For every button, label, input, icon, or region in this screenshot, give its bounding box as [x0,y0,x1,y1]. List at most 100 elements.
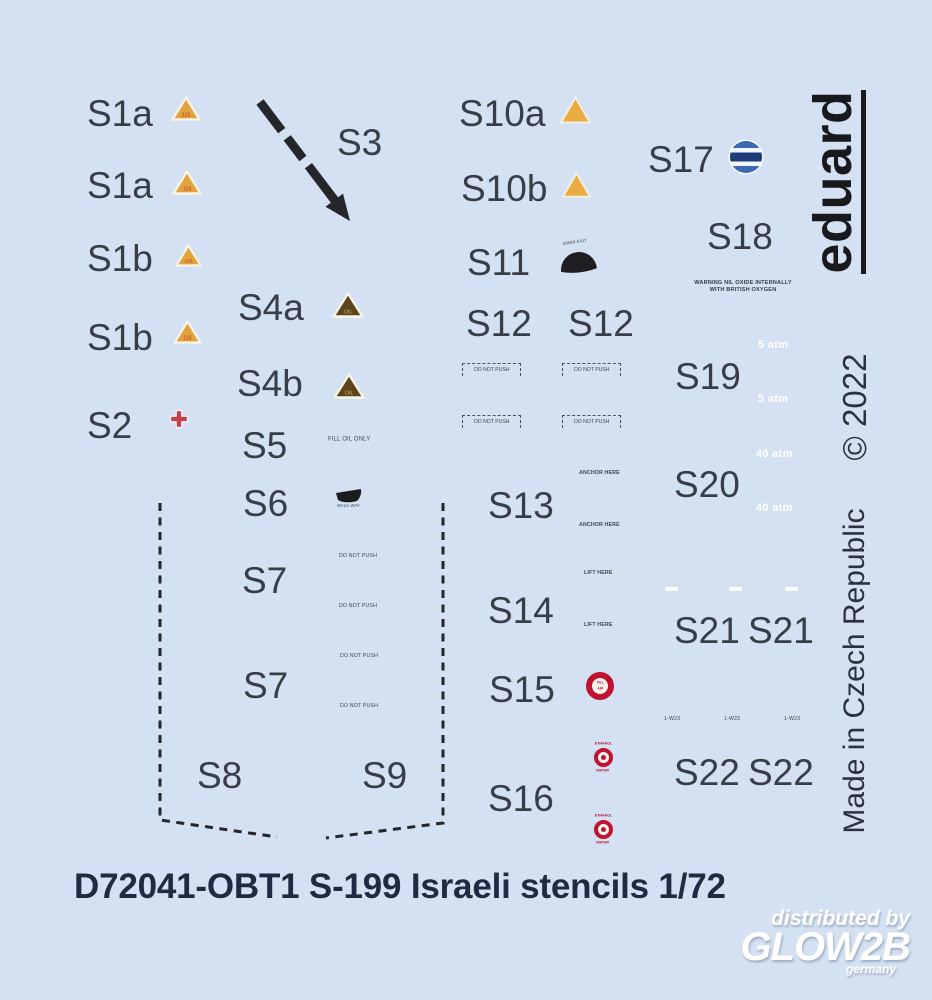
triangle-mark: 115 [183,187,192,193]
black-walkway-shape-icon [336,489,362,503]
stencil-push-box: DO NOT PUSH [562,415,621,428]
label-s17: S17 [648,139,714,180]
stencil-40atm-text: 40 atm [756,448,793,460]
stencil-anchor-here-text: ANCHOR HERE [579,470,620,476]
label-s6: S6 [243,483,289,524]
stencil-do-not-push-text: DO NOT PUSH [573,367,610,373]
target-dot [600,827,606,832]
stencil-push-box: DO NOT PUSH [562,363,621,376]
label-s18: S18 [707,216,773,257]
label-s1b-1: S1b [87,238,153,279]
stencil-lift-here-text: LIFT HERE [584,622,613,628]
label-s12-1: S12 [466,303,532,344]
stencil-40atm-text: 40 atm [756,502,793,514]
stencil-do-not-push-text: DO NOT PUSH [573,419,610,425]
label-s20: S20 [674,464,740,505]
white-dash-stencil [665,587,678,591]
red-target-icon: ETHANOL WATER [581,741,625,774]
label-s13: S13 [488,485,554,526]
label-s16: S16 [488,778,554,819]
label-s1b-2: S1b [87,317,153,358]
label-s1a-1: S1a [87,93,153,134]
warning-line-2: WITH BRITISH OXYGEN [709,287,777,293]
label-s12-2: S12 [568,303,634,344]
red-cross-icon [169,409,189,429]
made-in-text: Made in Czech Republic [838,508,871,834]
warning-triangle-yellow-icon: 115 [175,244,202,267]
warning-triangle-yellow-icon: 115 [172,170,202,195]
target-top-text: ETHANOL [594,742,612,746]
target-ring [593,820,613,839]
triangle-mark: 115 [185,259,193,265]
label-s7-1: S7 [242,560,288,601]
stencil-s6-text: WALK WAY [337,504,360,509]
stencil-warning-text: WARNING NIL OXIDE INTERNALLY WITH BRITIS… [683,279,803,294]
target-ring [593,748,613,767]
watermark-brand: GLOW2B [740,925,911,969]
copyright-text: © 2022 [836,353,873,461]
sheet-title: D72041-OBT1 S-199 Israeli stencils 1/72 [74,867,726,906]
label-s4b: S4b [237,363,303,404]
label-s22-1: S22 [674,752,740,793]
blue-striped-roundel-icon [730,141,762,173]
stencil-do-not-push-text: DO NOT PUSH [340,703,379,709]
stencil-do-not-push-text: DO NOT PUSH [339,603,378,609]
stencil-do-not-push-text: DO NOT PUSH [473,419,510,425]
stencil-s22-mark: 1-W23 [664,716,681,722]
label-s3: S3 [337,122,383,163]
dashed-cut-outline [158,503,445,840]
red-ring-badge-icon: FILL AIR [586,672,614,700]
warning-line-1: WARNING NIL OXIDE INTERNALLY [694,279,792,286]
label-s4a: S4a [238,287,304,328]
warning-triangle-yellow-icon: 115 [171,96,201,121]
arrow-down-right-icon [256,99,350,221]
label-s15: S15 [489,669,555,710]
eduard-logo: eduard [803,77,866,287]
stencil-5atm-text: 5 atm [758,393,789,405]
warning-triangle-brown-icon: OIL [332,292,364,318]
label-s8: S8 [197,755,243,796]
target-bottom-text: WATER [596,841,610,845]
warning-triangle-yellow-icon: 115 [173,320,202,344]
stencil-push-box: DO NOT PUSH [462,363,521,376]
target-bottom-text: WATER [596,769,610,773]
distributor-watermark: distributed by GLOW2B germany [690,907,911,976]
triangle-mark: 115 [183,336,191,342]
label-s10a: S10a [459,93,546,134]
stencil-anchor-here-text: ANCHOR HERE [579,522,620,528]
badge-text: AIR [597,687,603,691]
eduard-logo-text: eduard [803,90,866,274]
stencil-s22-mark: 1-W23 [724,716,741,722]
target-dot [600,755,606,760]
warning-triangle-brown-icon: OIL [333,373,365,399]
watermark-suffix: germany [845,962,896,976]
stencil-5atm-text: 5 atm [758,339,789,351]
badge-text: FILL [596,681,604,685]
label-s5: S5 [242,425,288,466]
stencil-do-not-push-text: DO NOT PUSH [473,367,510,373]
yellow-triangle-icon [562,172,591,198]
watermark-prefix: distributed by [771,907,910,930]
label-s22-2: S22 [748,752,814,793]
white-dash-stencil [729,587,742,591]
label-s19: S19 [675,356,741,397]
stencil-do-not-push-text: DO NOT PUSH [339,553,378,559]
red-target-icon: ETHANOL WATER [581,813,625,846]
label-s21-1: S21 [674,610,740,651]
label-s11: S11 [467,242,531,283]
black-dome-shape-icon [561,252,597,273]
triangle-mark: OIL [344,310,353,316]
stencil-s5-text: FILL OIL ONLY [328,436,371,442]
stencil-do-not-push-text: DO NOT PUSH [340,653,379,659]
label-s7-2: S7 [243,665,289,706]
yellow-triangle-icon [560,96,591,124]
label-s2: S2 [87,405,133,446]
label-s14: S14 [488,590,554,631]
stencil-lift-here-text: LIFT HERE [584,570,613,576]
target-top-text: ETHANOL [594,814,612,818]
label-s9: S9 [362,755,408,796]
white-dash-stencil [785,587,798,591]
label-s10b: S10b [461,168,548,209]
stencil-push-box: DO NOT PUSH [462,415,521,428]
